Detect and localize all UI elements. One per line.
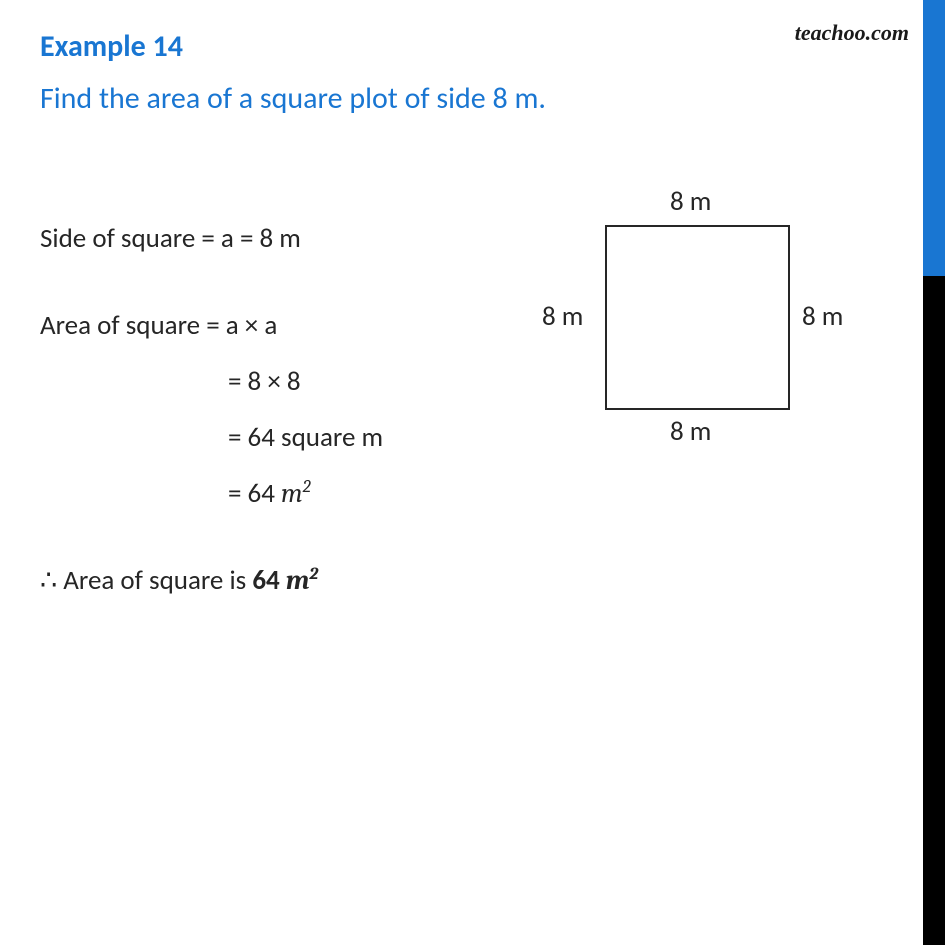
step-3-exp: 2 xyxy=(303,477,311,497)
brand-watermark: teachoo.com xyxy=(795,20,909,46)
label-right: 8 m xyxy=(802,300,843,333)
page-content: Example 14 Find the area of a square plo… xyxy=(0,0,890,628)
body-layout: Side of square = a = 8 m Area of square … xyxy=(40,220,850,601)
step-2: = 64 square m xyxy=(40,419,500,457)
conclusion-line: ∴ Area of square is 64 m2 xyxy=(40,562,500,600)
side-accent-blue xyxy=(923,0,945,276)
step-3-unit: m xyxy=(281,478,303,509)
conclusion-exp: 2 xyxy=(309,564,318,584)
side-accent-black xyxy=(923,276,945,945)
conclusion-unit: m xyxy=(286,565,310,596)
conclusion-prefix: ∴ Area of square is xyxy=(40,564,252,597)
label-bottom: 8 m xyxy=(670,415,711,448)
working-steps: Side of square = a = 8 m Area of square … xyxy=(40,220,500,601)
question-text: Find the area of a square plot of side 8… xyxy=(40,79,850,120)
step-3: = 64 m2 xyxy=(40,475,500,513)
step-3-prefix: = 64 xyxy=(228,477,281,510)
formula-line: Area of square = a × a xyxy=(40,307,500,345)
square-shape xyxy=(605,225,790,410)
square-diagram: 8 m 8 m 8 m 8 m xyxy=(520,180,850,450)
label-left: 8 m xyxy=(542,300,583,333)
given-line: Side of square = a = 8 m xyxy=(40,220,500,258)
label-top: 8 m xyxy=(670,185,711,218)
example-title: Example 14 xyxy=(40,28,850,65)
step-1: = 8 × 8 xyxy=(40,363,500,401)
conclusion-value: 64 xyxy=(252,564,285,597)
